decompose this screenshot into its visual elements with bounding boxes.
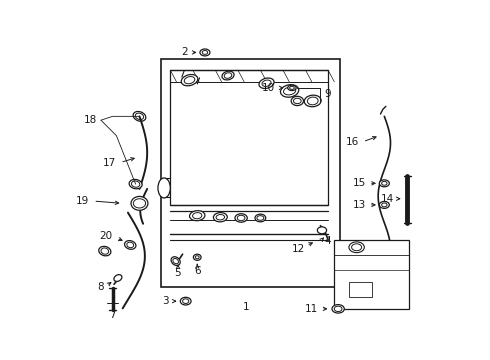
Text: 1: 1	[243, 302, 249, 311]
Text: 7: 7	[109, 310, 116, 320]
Text: 20: 20	[99, 231, 113, 241]
Ellipse shape	[288, 85, 296, 91]
Ellipse shape	[194, 254, 201, 260]
Ellipse shape	[262, 80, 271, 86]
Text: 6: 6	[194, 266, 200, 276]
Ellipse shape	[131, 181, 140, 187]
Text: 2: 2	[181, 48, 188, 58]
Ellipse shape	[235, 214, 247, 222]
Ellipse shape	[127, 242, 134, 248]
Ellipse shape	[133, 199, 146, 208]
Ellipse shape	[379, 180, 390, 187]
Text: 14: 14	[380, 194, 393, 204]
Ellipse shape	[124, 240, 136, 249]
Text: 10: 10	[262, 83, 275, 93]
Ellipse shape	[224, 73, 232, 78]
Ellipse shape	[379, 202, 390, 208]
Ellipse shape	[99, 246, 111, 256]
Ellipse shape	[318, 227, 327, 234]
Ellipse shape	[382, 181, 387, 185]
Text: 18: 18	[84, 115, 98, 125]
Ellipse shape	[135, 113, 144, 120]
Ellipse shape	[352, 244, 362, 251]
Text: 4: 4	[324, 236, 331, 246]
Ellipse shape	[171, 257, 180, 265]
Text: 9: 9	[324, 89, 331, 99]
Text: 15: 15	[353, 178, 366, 188]
Ellipse shape	[332, 305, 344, 313]
Ellipse shape	[183, 299, 189, 303]
Bar	[349, 282, 372, 297]
Bar	[161, 59, 340, 287]
Ellipse shape	[255, 214, 266, 222]
Bar	[171, 70, 328, 205]
Ellipse shape	[173, 258, 178, 264]
Ellipse shape	[193, 213, 202, 219]
Ellipse shape	[190, 211, 205, 221]
Ellipse shape	[304, 95, 321, 107]
Text: 3: 3	[162, 296, 169, 306]
Text: 12: 12	[292, 244, 305, 254]
Ellipse shape	[280, 85, 299, 97]
Text: 13: 13	[353, 200, 366, 210]
Ellipse shape	[257, 216, 264, 220]
Text: 17: 17	[103, 158, 117, 167]
Ellipse shape	[131, 197, 148, 210]
Ellipse shape	[196, 256, 199, 259]
Ellipse shape	[114, 275, 122, 282]
Ellipse shape	[307, 97, 318, 105]
Ellipse shape	[129, 179, 142, 189]
Ellipse shape	[180, 297, 191, 305]
Ellipse shape	[291, 96, 303, 105]
Ellipse shape	[334, 306, 342, 311]
Ellipse shape	[222, 71, 234, 80]
Ellipse shape	[349, 242, 365, 253]
Ellipse shape	[259, 78, 274, 89]
Ellipse shape	[133, 112, 146, 121]
Ellipse shape	[216, 215, 224, 220]
Ellipse shape	[382, 203, 387, 207]
Ellipse shape	[237, 215, 245, 221]
Ellipse shape	[284, 87, 296, 95]
Ellipse shape	[214, 213, 227, 222]
Ellipse shape	[202, 50, 208, 54]
Text: 19: 19	[76, 196, 89, 206]
Ellipse shape	[158, 178, 171, 198]
Text: 8: 8	[98, 282, 104, 292]
Text: 5: 5	[174, 267, 181, 278]
Ellipse shape	[294, 98, 301, 104]
Ellipse shape	[101, 248, 109, 254]
Ellipse shape	[184, 77, 195, 84]
Ellipse shape	[290, 86, 294, 89]
Bar	[334, 239, 409, 309]
Ellipse shape	[200, 49, 210, 56]
Ellipse shape	[181, 75, 198, 86]
Text: 11: 11	[305, 304, 318, 314]
Text: 16: 16	[345, 137, 359, 147]
